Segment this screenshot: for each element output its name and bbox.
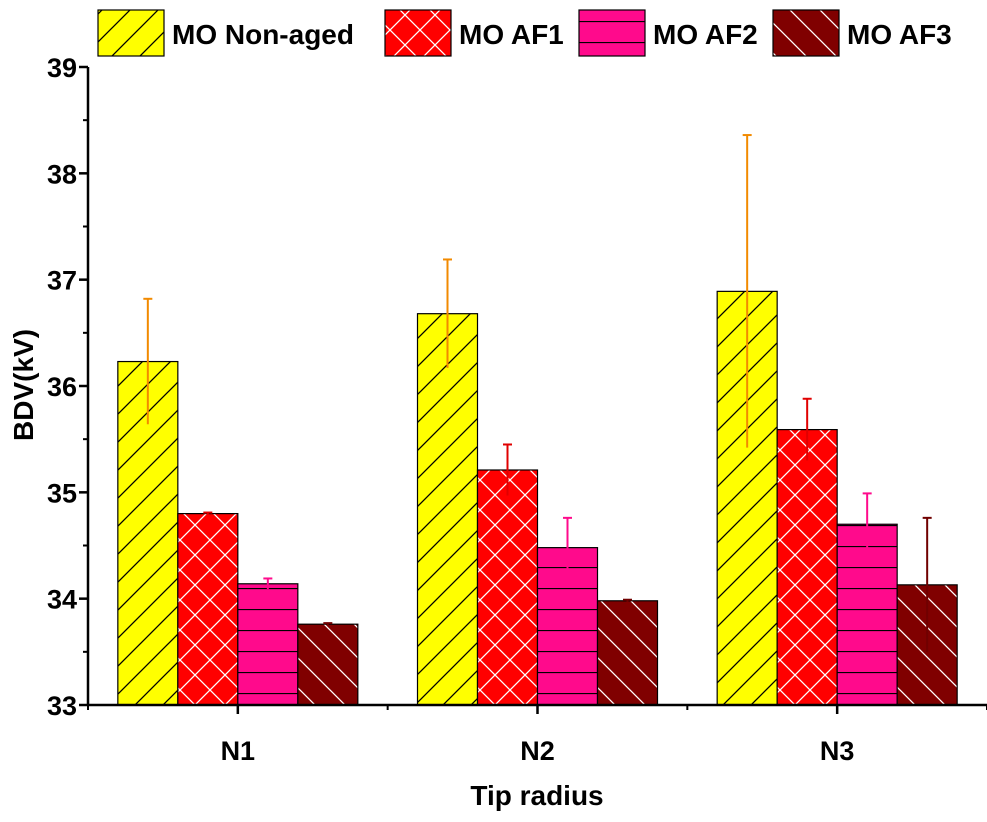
x-tick-label-n2: N2 bbox=[520, 736, 555, 766]
legend-label-mo-af1: MO AF1 bbox=[459, 19, 564, 50]
axes: N1 N2 N3 33 34 35 36 37 38 39 bbox=[47, 53, 987, 766]
x-tick-label-n1: N1 bbox=[221, 736, 256, 766]
bar-mo-af3-n1 bbox=[297, 623, 359, 706]
y-tick-label-39: 39 bbox=[47, 53, 77, 83]
y-tick-label-36: 36 bbox=[47, 372, 77, 402]
legend: MO Non-aged MO AF1 MO AF2 MO AF3 bbox=[97, 9, 952, 57]
y-tick-label-37: 37 bbox=[47, 266, 77, 296]
bar-mo-af1-n1 bbox=[177, 512, 239, 706]
y-tick-label-34: 34 bbox=[47, 585, 77, 615]
y-tick-label-38: 38 bbox=[47, 159, 77, 189]
bar-mo-non-aged-n2 bbox=[416, 313, 479, 706]
y-axis-title: BDV(kV) bbox=[8, 329, 39, 441]
x-tick-label-n3: N3 bbox=[820, 736, 855, 766]
legend-swatch-mo-af1 bbox=[384, 9, 452, 57]
y-tick-label-33: 33 bbox=[47, 691, 77, 721]
legend-label-mo-af3: MO AF3 bbox=[847, 19, 952, 50]
bar-mo-af2-n1 bbox=[237, 583, 299, 706]
bar-mo-af3-n2 bbox=[596, 600, 659, 706]
bar-mo-af1-n2 bbox=[476, 469, 539, 706]
bar-group bbox=[117, 290, 958, 706]
error-bar-group bbox=[143, 134, 932, 652]
legend-swatch-mo-non-aged bbox=[97, 9, 165, 57]
x-axis-title: Tip radius bbox=[470, 780, 603, 811]
y-tick-label-35: 35 bbox=[47, 478, 77, 508]
legend-swatch-mo-af2 bbox=[578, 9, 646, 57]
bar-mo-af1-n3 bbox=[776, 428, 838, 706]
legend-label-mo-af2: MO AF2 bbox=[653, 19, 758, 50]
legend-label-mo-non-aged: MO Non-aged bbox=[172, 19, 354, 50]
legend-swatch-mo-af3 bbox=[772, 9, 840, 57]
